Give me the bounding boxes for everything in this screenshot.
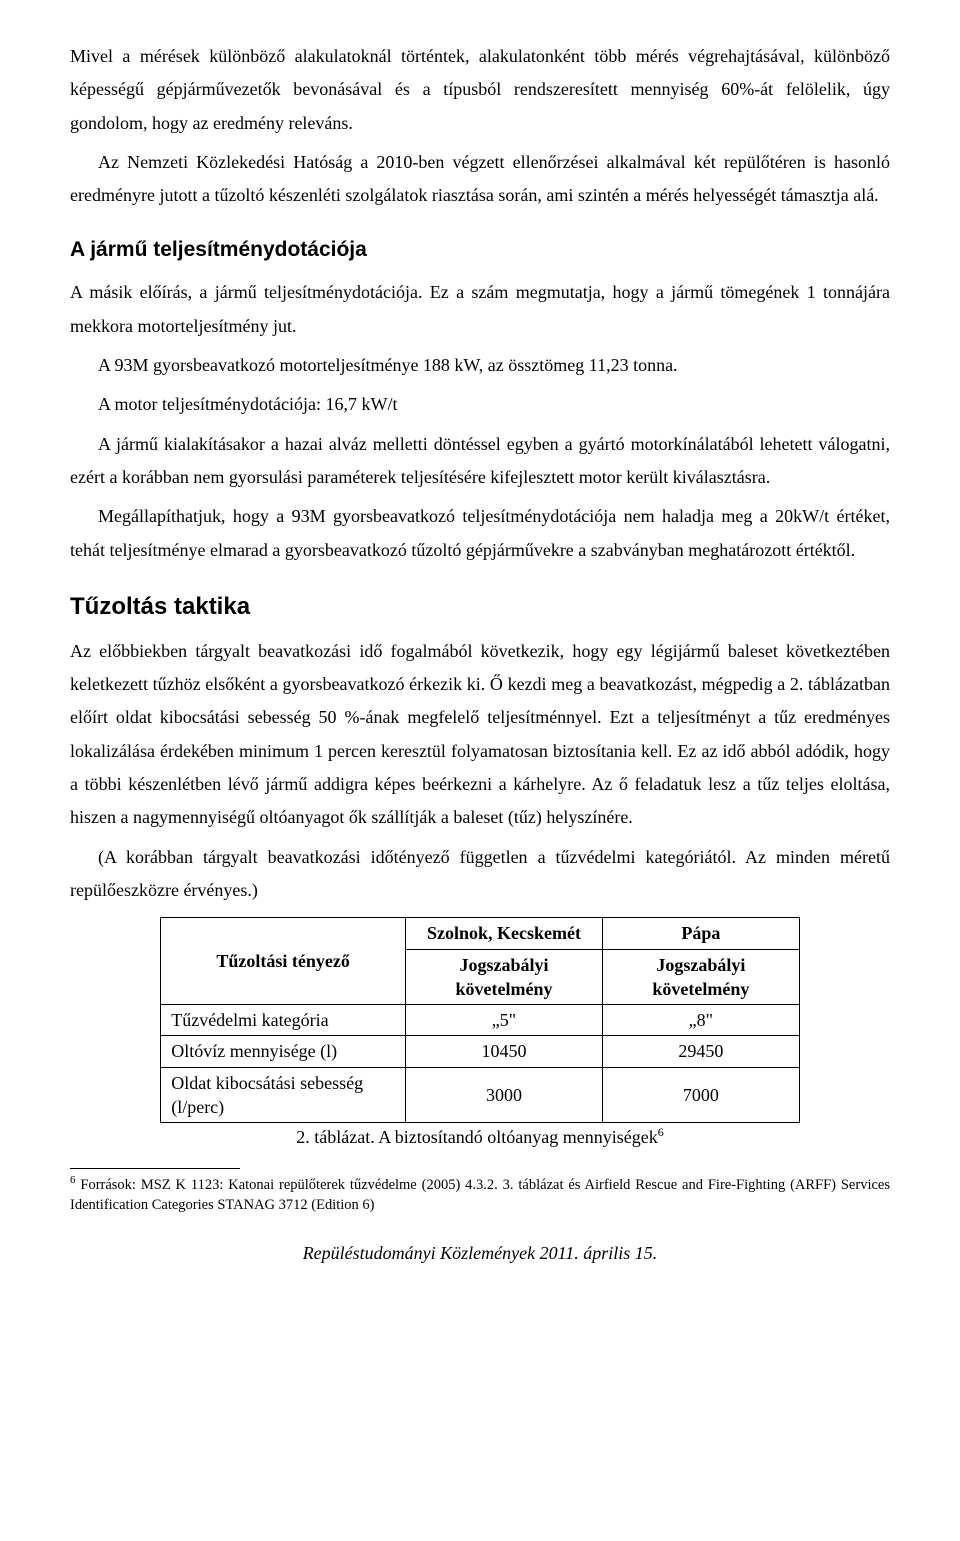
- table-header-rowlabel: Tűzoltási tényező: [161, 918, 406, 1005]
- footnote-ref: 6: [658, 1125, 664, 1139]
- table-header-col2: Pápa: [602, 918, 799, 949]
- table-header-col1: Szolnok, Kecskemét: [406, 918, 603, 949]
- paragraph: Mivel a mérések különböző alakulatoknál …: [70, 40, 890, 140]
- table-cell: „8": [602, 1005, 799, 1036]
- paragraph: Az Nemzeti Közlekedési Hatóság a 2010-be…: [70, 146, 890, 213]
- table-cell: 29450: [602, 1036, 799, 1067]
- table-caption: 2. táblázat. A biztosítandó oltóanyag me…: [70, 1125, 890, 1148]
- footnote-separator: [70, 1168, 240, 1169]
- table-cell: Oltóvíz mennyisége (l): [161, 1036, 406, 1067]
- heading-performance: A jármű teljesítménydotációja: [70, 238, 890, 262]
- footnote: 6 Források: MSZ K 1123: Katonai repülőte…: [70, 1173, 890, 1215]
- page-footer: Repüléstudományi Közlemények 2011. ápril…: [70, 1243, 890, 1264]
- table-cell: Oldat kibocsátási sebesség (l/perc): [161, 1067, 406, 1123]
- table-cell: 10450: [406, 1036, 603, 1067]
- table-subheader-col1: Jogszabályi követelmény: [406, 949, 603, 1005]
- table-row: Oldat kibocsátási sebesség (l/perc) 3000…: [161, 1067, 800, 1123]
- caption-text: 2. táblázat. A biztosítandó oltóanyag me…: [296, 1127, 657, 1147]
- paragraph: A jármű kialakításakor a hazai alváz mel…: [70, 428, 890, 495]
- paragraph: A másik előírás, a jármű teljesítménydot…: [70, 276, 890, 343]
- paragraph: (A korábban tárgyalt beavatkozási időtén…: [70, 841, 890, 908]
- requirements-table: Tűzoltási tényező Szolnok, Kecskemét Páp…: [160, 917, 800, 1123]
- footnote-text: Források: MSZ K 1123: Katonai repülőtere…: [70, 1177, 890, 1213]
- heading-tactics: Tűzoltás taktika: [70, 593, 890, 621]
- paragraph: A motor teljesítménydotációja: 16,7 kW/t: [70, 388, 890, 421]
- table-row: Oltóvíz mennyisége (l) 10450 29450: [161, 1036, 800, 1067]
- table-cell: 7000: [602, 1067, 799, 1123]
- table-subheader-col2: Jogszabályi követelmény: [602, 949, 799, 1005]
- paragraph: Az előbbiekben tárgyalt beavatkozási idő…: [70, 635, 890, 835]
- paragraph: Megállapíthatjuk, hogy a 93M gyorsbeavat…: [70, 500, 890, 567]
- paragraph: A 93M gyorsbeavatkozó motorteljesítménye…: [70, 349, 890, 382]
- table-row: Tűzvédelmi kategória „5" „8": [161, 1005, 800, 1036]
- page-content: Mivel a mérések különböző alakulatoknál …: [0, 0, 960, 1294]
- table-cell: 3000: [406, 1067, 603, 1123]
- table-cell: Tűzvédelmi kategória: [161, 1005, 406, 1036]
- table-cell: „5": [406, 1005, 603, 1036]
